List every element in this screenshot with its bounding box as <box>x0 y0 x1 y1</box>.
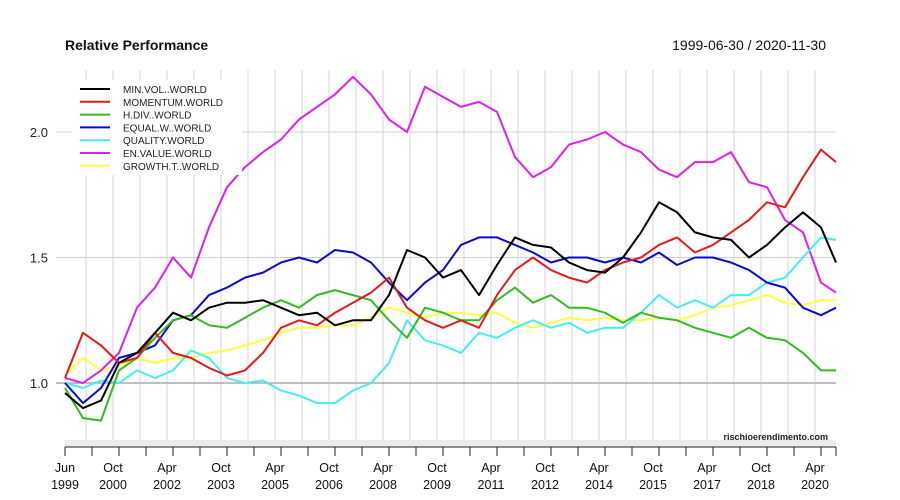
x-tick-label: 2006 <box>315 478 343 492</box>
x-tick-label: 1999 <box>51 478 79 492</box>
x-tick-label: 2011 <box>478 478 505 492</box>
legend-label: MIN.VOL..WORLD <box>123 85 207 96</box>
series-line-quality-world <box>64 236 837 405</box>
x-tick-label: Apr <box>805 461 824 475</box>
x-tick-label: 2015 <box>639 478 667 492</box>
legend-label: MOMENTUM.WORLD <box>123 98 223 109</box>
series-line-growth-t-world <box>64 294 836 377</box>
legend-label: EN.VALUE.WORLD <box>123 149 212 160</box>
legend-label: QUALITY.WORLD <box>123 136 205 147</box>
x-tick-label: Apr <box>589 461 608 475</box>
x-tick-label: Oct <box>211 461 231 475</box>
chart-title: Relative Performance <box>65 37 209 53</box>
y-tick-label: 2.0 <box>30 125 48 140</box>
x-tick-label: 2014 <box>585 478 613 492</box>
series-line-h-div-world <box>64 286 836 422</box>
x-tick-label: Jun <box>55 461 75 475</box>
watermark: rischioerendimento.com <box>723 432 828 442</box>
y-tick-label: 1.5 <box>30 251 48 266</box>
x-tick-label: Apr <box>265 461 284 475</box>
legend-label: EQUAL.W..WORLD <box>123 123 211 134</box>
x-tick-label: Apr <box>373 461 392 475</box>
x-tick-label: Oct <box>535 461 555 475</box>
x-tick-label: Oct <box>319 461 339 475</box>
x-tick-label: 2017 <box>693 478 721 492</box>
x-tick-label: 2000 <box>99 478 127 492</box>
series-line-en-value-world <box>64 75 837 384</box>
x-tick-label: 2002 <box>153 478 181 492</box>
legend-label: H.DIV..WORLD <box>123 111 192 122</box>
x-tick-label: 2018 <box>747 478 775 492</box>
legend-label: GROWTH.T..WORLD <box>123 162 219 173</box>
x-tick-label: Oct <box>103 461 123 475</box>
x-tick-label: Apr <box>157 461 176 475</box>
x-tick-label: 2009 <box>423 478 451 492</box>
x-tick-label: Oct <box>427 461 447 475</box>
x-tick-label: 2020 <box>801 478 829 492</box>
x-tick-label: 2008 <box>369 478 397 492</box>
x-tick-label: 2012 <box>531 478 559 492</box>
x-tick-label: 2003 <box>207 478 235 492</box>
x-tick-label: Oct <box>751 461 771 475</box>
y-tick-label: 1.0 <box>30 376 48 391</box>
x-tick-label: Oct <box>643 461 663 475</box>
series-line-min-vol-world <box>64 201 837 410</box>
series-line-equal-w-world <box>64 236 837 405</box>
date-range: 1999-06-30 / 2020-11-30 <box>672 37 826 53</box>
x-tick-label: Apr <box>697 461 716 475</box>
x-tick-label: 2005 <box>261 478 289 492</box>
axis-band <box>65 440 836 447</box>
series-line-momentum-world <box>64 148 837 379</box>
x-tick-label: Apr <box>481 461 500 475</box>
